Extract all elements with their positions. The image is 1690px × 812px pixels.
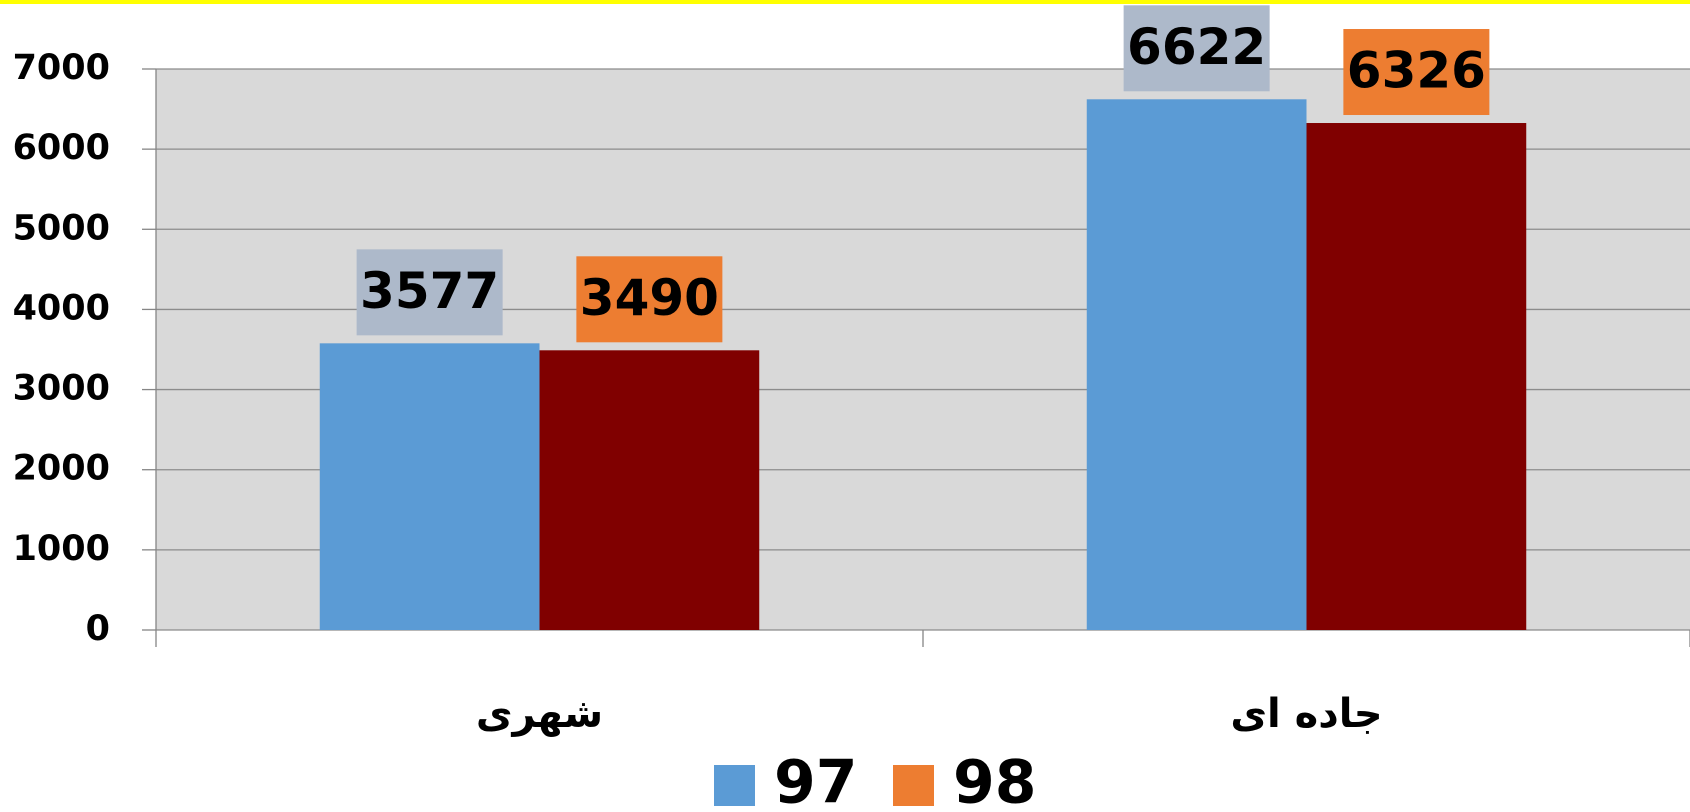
legend-label: 97: [774, 748, 858, 812]
data-label: 3577: [360, 262, 499, 320]
bar: [319, 343, 540, 630]
bar: [1306, 123, 1527, 630]
legend-swatch: [714, 765, 755, 806]
data-label-box: [356, 249, 503, 336]
y-tick-label: 6000: [13, 128, 110, 168]
data-label: 6326: [1347, 42, 1486, 100]
data-label-box: [1343, 29, 1490, 116]
x-tick-label: جاده ای: [1230, 691, 1382, 737]
bar: [1086, 99, 1307, 630]
y-tick-label: 1000: [13, 529, 110, 569]
y-tick-label: 5000: [13, 208, 110, 248]
top-border: [0, 0, 1690, 4]
legend-label: 98: [953, 748, 1037, 812]
data-label-box: [576, 256, 723, 343]
y-tick-label: 2000: [13, 449, 110, 489]
bar: [539, 350, 760, 630]
data-label-box: [1123, 5, 1270, 92]
data-label: 3490: [580, 269, 719, 327]
legend-swatch: [893, 765, 934, 806]
x-tick-label: شهری: [476, 691, 603, 737]
y-tick-label: 7000: [13, 48, 110, 88]
y-tick-label: 0: [86, 609, 110, 649]
y-tick-label: 3000: [13, 369, 110, 409]
y-tick-label: 4000: [13, 288, 110, 328]
data-label: 6622: [1127, 18, 1266, 76]
